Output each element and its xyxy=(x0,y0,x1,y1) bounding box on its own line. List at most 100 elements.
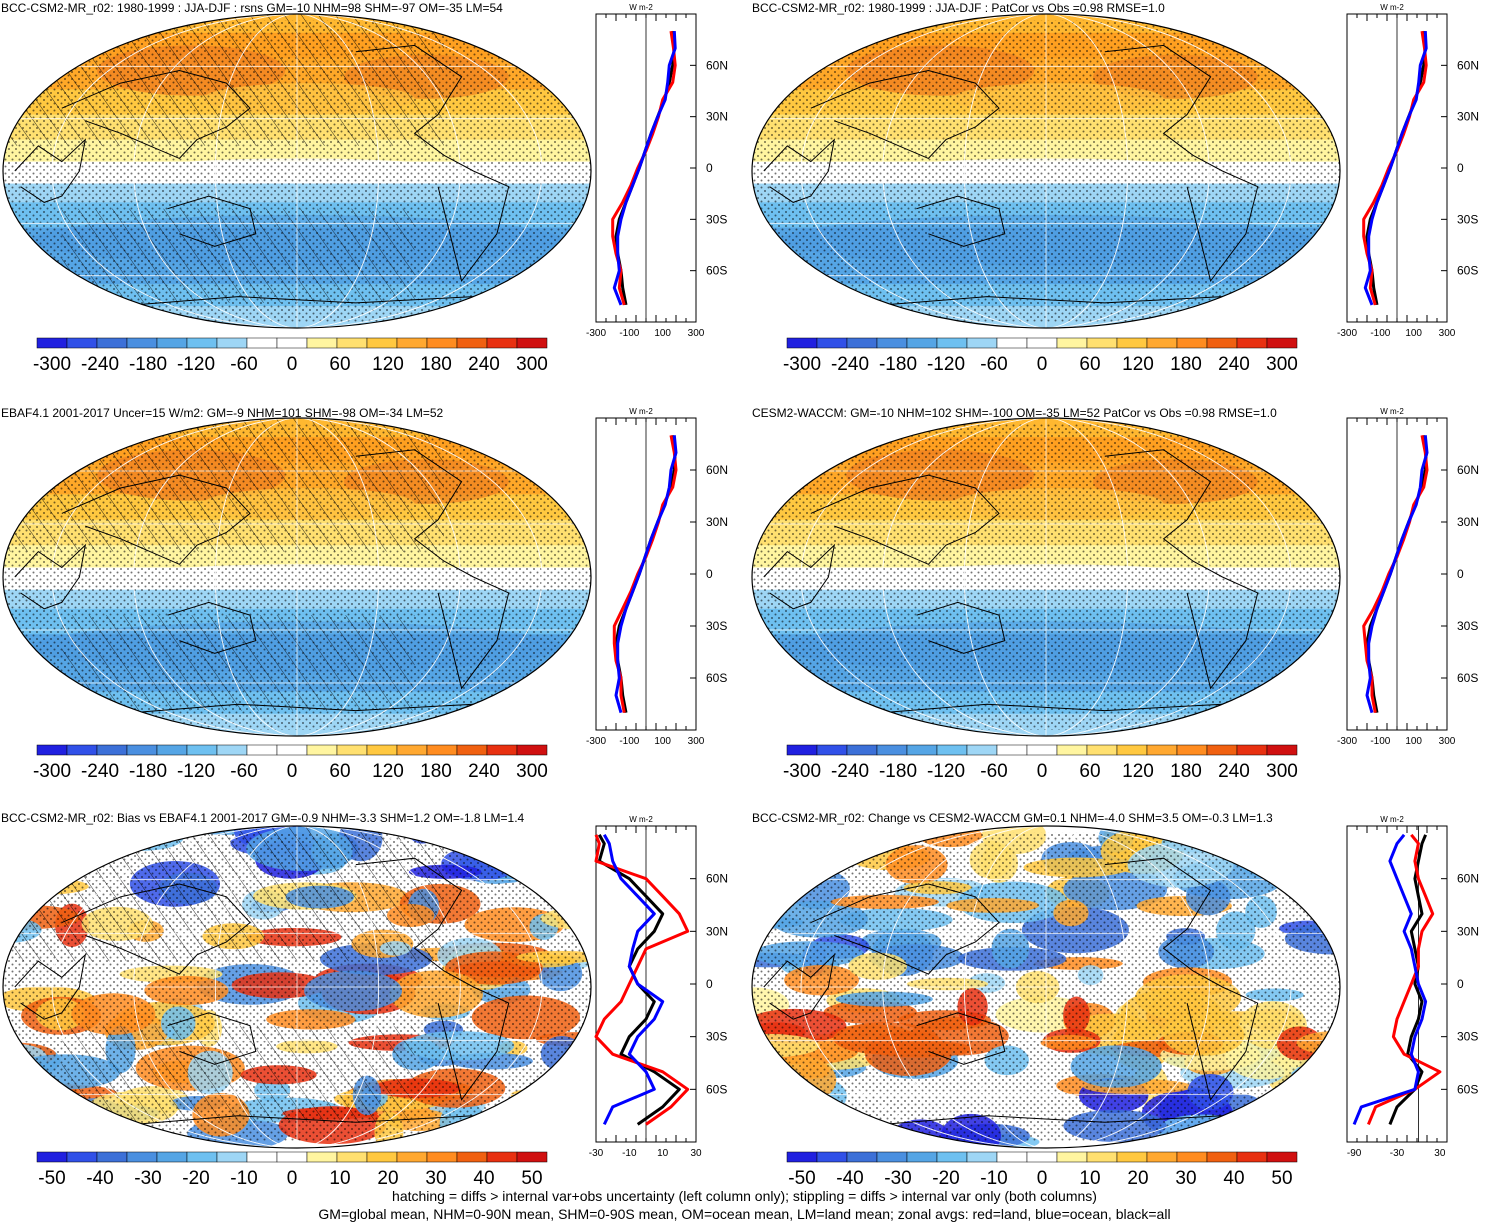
zonal-series-line xyxy=(614,30,676,306)
panel-title: EBAF4.1 2001-2017 Uncer=15 W/m2: GM=-9 N… xyxy=(1,406,444,420)
colorbar-tick-label: 0 xyxy=(287,761,298,782)
colorbar-segment xyxy=(336,1151,368,1163)
colorbar-tick-label: -120 xyxy=(927,354,965,375)
colorbar-segment xyxy=(1146,1151,1178,1163)
colorbar-segment xyxy=(366,744,398,756)
map-field xyxy=(752,826,1340,1148)
zonal-series-line xyxy=(602,834,665,1126)
zonal-x-tick: -100 xyxy=(1370,328,1390,339)
colorbar-segment xyxy=(1236,337,1268,349)
colorbar-segment xyxy=(396,1151,428,1163)
colorbar-tick-label: 240 xyxy=(468,761,500,782)
zonal-x-tick: -100 xyxy=(619,736,639,747)
zonal-series-line xyxy=(1363,31,1428,306)
colorbar-tick-label: 180 xyxy=(1170,354,1202,375)
colorbar-segment xyxy=(66,744,98,756)
panel-5: BCC-CSM2-MR_r02: Bias vs EBAF4.1 2001-20… xyxy=(1,811,728,1185)
zonal-lat-tick: 30S xyxy=(1457,212,1478,226)
colorbar-tick-label: -40 xyxy=(836,1168,863,1185)
graticule xyxy=(3,418,591,736)
colorbar-tick-label: 120 xyxy=(1122,354,1154,375)
zonal-units: W m-2 xyxy=(629,407,653,416)
colorbar-tick-label: 20 xyxy=(1127,1168,1148,1185)
colorbar-tick-label: -240 xyxy=(831,761,869,782)
panel-title: CESM2-WACCM: GM=-10 NHM=102 SHM=-100 OM=… xyxy=(752,406,1277,420)
zonal-series-line xyxy=(1365,30,1427,306)
colorbar-segment xyxy=(186,1151,218,1163)
colorbar-tick-label: 30 xyxy=(425,1168,446,1185)
colorbar-segment xyxy=(846,337,878,349)
colorbar-segment xyxy=(1206,1151,1238,1163)
map-field xyxy=(3,14,591,328)
colorbar-segment xyxy=(486,1151,518,1163)
colorbar-segment xyxy=(876,744,908,756)
colorbar-segment xyxy=(996,337,1028,349)
colorbar-segment xyxy=(876,1151,908,1163)
zonal-mean-plot: 60N 30N 0 30S 60S -300 -100 100 300 W m-2 xyxy=(1337,407,1479,747)
zonal-x-tick: -30 xyxy=(589,1148,604,1159)
graticule xyxy=(3,826,591,1148)
coastlines xyxy=(763,426,1300,715)
panel-title: BCC-CSM2-MR_r02: 1980-1999 : JJA-DJF : r… xyxy=(1,1,503,15)
colorbar-segment xyxy=(336,744,368,756)
panel-6: BCC-CSM2-MR_r02: Change vs CESM2-WACCM G… xyxy=(751,811,1479,1185)
zonal-lat-tick: 0 xyxy=(1457,977,1464,991)
zonal-x-tick: -100 xyxy=(1370,736,1390,747)
panel-3: EBAF4.1 2001-2017 Uncer=15 W/m2: GM=-9 N… xyxy=(1,406,728,782)
colorbar-tick-label: -60 xyxy=(980,761,1007,782)
colorbar-segment xyxy=(846,744,878,756)
zonal-units: W m-2 xyxy=(629,3,653,12)
colorbar-segment xyxy=(816,337,848,349)
colorbar-segment xyxy=(456,1151,488,1163)
colorbar-segment xyxy=(276,744,308,756)
map-outline xyxy=(2,13,592,329)
zonal-lat-tick: 30N xyxy=(1457,924,1479,938)
colorbar-segment xyxy=(966,744,998,756)
footer-line-1: hatching = diffs > internal var+obs unce… xyxy=(392,1188,1097,1204)
zonal-x-tick: -300 xyxy=(1337,736,1357,747)
colorbar-tick-label: 180 xyxy=(420,354,452,375)
colorbar-segment xyxy=(1026,744,1058,756)
colorbar-tick-label: 300 xyxy=(516,354,548,375)
colorbar-segment xyxy=(456,337,488,349)
colorbar-segment xyxy=(276,337,308,349)
colorbar-segment xyxy=(786,744,818,756)
zonal-mean-plot: 60N 30N 0 30S 60S -300 -100 100 300 W m-2 xyxy=(586,3,728,339)
colorbar-tick-label: -60 xyxy=(230,354,257,375)
zonal-lat-tick: 0 xyxy=(1457,567,1464,581)
zonal-series-line xyxy=(594,834,690,1126)
coastlines xyxy=(763,835,1300,1126)
zonal-lat-tick: 0 xyxy=(1457,161,1464,175)
colorbar-segment xyxy=(1116,337,1148,349)
zonal-x-tick: 100 xyxy=(1405,328,1422,339)
colorbar-tick-label: 0 xyxy=(287,354,298,375)
colorbar-tick-label: 300 xyxy=(1266,761,1298,782)
colorbar-tick-label: -60 xyxy=(230,761,257,782)
colorbar-tick-label: 300 xyxy=(1266,354,1298,375)
colorbar-tick-label: 50 xyxy=(1271,1168,1292,1185)
zonal-series-line xyxy=(1365,435,1429,714)
colorbar-segment xyxy=(846,1151,878,1163)
colorbar-tick-label: -50 xyxy=(38,1168,65,1185)
map-outline xyxy=(751,825,1341,1149)
zonal-lat-tick: 60N xyxy=(706,463,728,477)
graticule xyxy=(752,826,1340,1148)
colorbar-tick-label: 0 xyxy=(1037,1168,1048,1185)
colorbar-segment xyxy=(936,744,968,756)
colorbar-tick-label: 120 xyxy=(1122,761,1154,782)
colorbar-segment xyxy=(396,744,428,756)
colorbar-segment xyxy=(1116,1151,1148,1163)
colorbar-tick-label: -60 xyxy=(980,354,1007,375)
colorbar-segment xyxy=(1086,1151,1118,1163)
colorbar-segment xyxy=(906,337,938,349)
colorbar-tick-label: 300 xyxy=(516,761,548,782)
colorbar-segment xyxy=(246,744,278,756)
colorbar-tick-label: -120 xyxy=(177,761,215,782)
colorbar-segment xyxy=(366,1151,398,1163)
footer-line-2: GM=global mean, NHM=0-90N mean, SHM=0-90… xyxy=(318,1206,1171,1222)
map-outline xyxy=(2,417,592,737)
colorbar-segment xyxy=(396,337,428,349)
colorbar-segment xyxy=(1236,744,1268,756)
zonal-lat-tick: 60N xyxy=(1457,872,1479,886)
colorbar-tick-label: 240 xyxy=(1218,761,1250,782)
